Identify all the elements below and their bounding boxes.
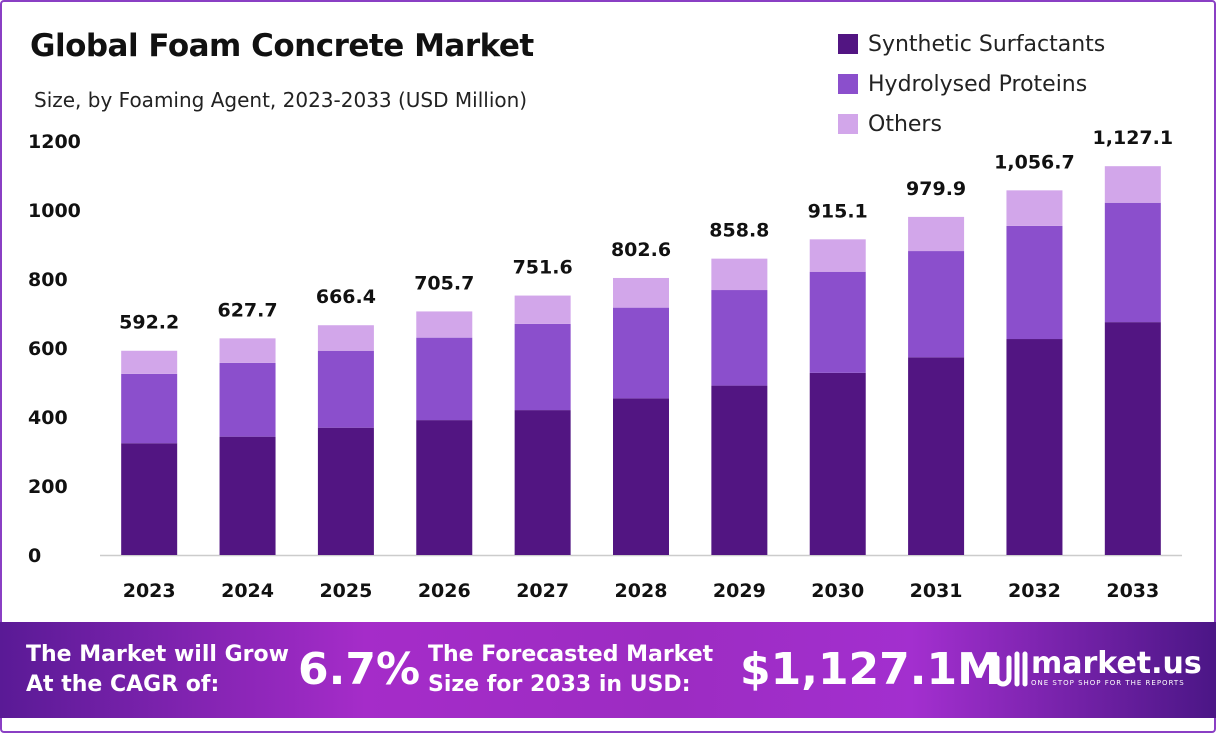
total-label: 1,056.7 (994, 151, 1075, 173)
bar-segment (809, 239, 866, 272)
bar-segment (121, 350, 178, 374)
bar-segment (613, 277, 669, 308)
bar-segment (121, 443, 178, 555)
total-label: 802.6 (611, 239, 671, 261)
x-tick-label: 2029 (713, 580, 766, 602)
bar-segment (219, 338, 276, 363)
bar-segment (908, 251, 965, 358)
legend-swatch (838, 34, 858, 54)
bar-segment (121, 373, 178, 444)
bar-segment (416, 420, 473, 555)
bar-segment (908, 216, 965, 252)
footer-banner: The Market will Grow At the CAGR of: 6.7… (0, 622, 1216, 718)
x-tick-label: 2031 (910, 580, 963, 602)
legend-swatch (838, 114, 858, 134)
bar-segment (416, 311, 473, 338)
y-tick-label: 200 (28, 476, 68, 498)
bar-segment (514, 323, 571, 411)
legend-item-synthetic-surfactants: Synthetic Surfactants (838, 24, 1105, 64)
x-tick-label: 2032 (1008, 580, 1061, 602)
y-tick-label: 800 (28, 269, 68, 291)
x-tick-label: 2026 (418, 580, 471, 602)
bar-segment (1104, 202, 1161, 323)
legend-label: Synthetic Surfactants (868, 31, 1106, 57)
x-tick-label: 2027 (516, 580, 569, 602)
bar-segment (317, 325, 374, 351)
legend-label: Hydrolysed Proteins (868, 71, 1088, 97)
bar-chart: 0 200 400 600 800 1000 1200 592.2 2023 627.7 2024 6… (28, 127, 1182, 602)
market-us-logo: market.us ONE STOP SHOP FOR THE REPORTS (975, 644, 1202, 688)
y-tick-label: 600 (28, 338, 68, 360)
bar-segment (1006, 225, 1063, 340)
chart-title: Global Foam Concrete Market (30, 28, 534, 64)
logo-icon (978, 651, 1028, 687)
cagr-label: The Market will Grow At the CAGR of: (26, 640, 289, 700)
legend-item-hydrolysed-proteins: Hydrolysed Proteins (838, 64, 1105, 104)
logo-name: market.us (1031, 645, 1202, 681)
x-tick-label: 2028 (615, 580, 668, 602)
bar-segment (514, 410, 571, 555)
total-label: 705.7 (414, 273, 474, 295)
bar-segment (1104, 322, 1161, 555)
bar-segment (809, 271, 866, 373)
cagr-label-line1: The Market will Grow (26, 642, 289, 667)
total-label: 979.9 (906, 178, 966, 200)
forecast-label: The Forecasted Market Size for 2033 in U… (428, 640, 713, 700)
total-label: 666.4 (316, 286, 376, 308)
bar-segment (317, 350, 374, 428)
bar-segment (613, 307, 669, 399)
bar-segment (711, 258, 768, 291)
x-tick-label: 2030 (811, 580, 864, 602)
total-label: 1,127.1 (1093, 127, 1174, 149)
total-label: 751.6 (513, 257, 573, 279)
bar-segment (908, 357, 965, 555)
legend: Synthetic Surfactants Hydrolysed Protein… (838, 24, 1105, 144)
bar-segment (1006, 190, 1063, 226)
forecast-value: $1,127.1M (740, 644, 1001, 695)
y-tick-label: 0 (28, 545, 41, 567)
legend-swatch (838, 74, 858, 94)
bar-segment (416, 337, 473, 421)
bar-segment (711, 385, 768, 555)
chart-subtitle: Size, by Foaming Agent, 2023-2033 (USD M… (34, 88, 528, 112)
x-tick-label: 2033 (1106, 580, 1159, 602)
y-tick-label: 1200 (28, 131, 81, 153)
total-label: 915.1 (808, 200, 868, 222)
total-label: 592.2 (119, 312, 179, 334)
forecast-label-line2: Size for 2033 in USD: (428, 672, 691, 697)
bar-segment (1104, 166, 1161, 203)
x-tick-label: 2025 (319, 580, 372, 602)
forecast-label-line1: The Forecasted Market (428, 642, 714, 667)
bar-segment (711, 290, 768, 386)
bar-segment (514, 295, 571, 324)
bar-segment (809, 372, 866, 555)
total-label: 858.8 (709, 220, 769, 242)
bar-segment (613, 398, 669, 555)
x-tick-label: 2023 (123, 580, 176, 602)
y-tick-label: 1000 (28, 200, 81, 222)
bar-segment (1006, 339, 1063, 555)
cagr-label-line2: At the CAGR of: (26, 672, 220, 697)
y-tick-label: 400 (28, 407, 68, 429)
cagr-value: 6.7% (298, 644, 421, 695)
x-tick-label: 2024 (221, 580, 274, 602)
logo-tagline: ONE STOP SHOP FOR THE REPORTS (1031, 678, 1185, 687)
legend-label: Others (868, 111, 942, 137)
bar-segment (219, 362, 276, 437)
bar-segment (317, 427, 374, 555)
bar-segment (219, 436, 276, 555)
total-label: 627.7 (217, 299, 277, 321)
legend-item-others: Others (838, 104, 1105, 144)
